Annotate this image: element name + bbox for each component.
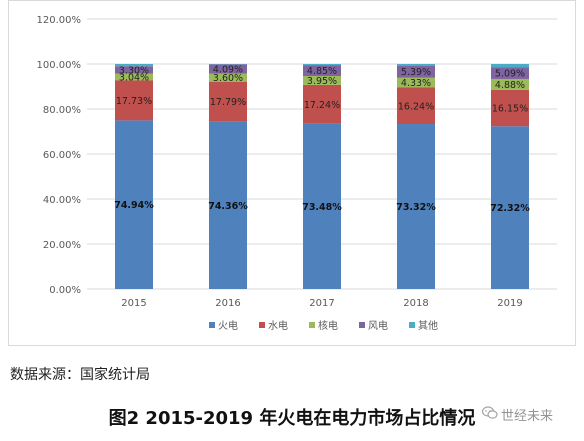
stacked-bar-chart: 0.00% 20.00% 40.00% 60.00% 80.00% 100.00% 120.…: [37, 15, 557, 332]
bar-segment: [303, 65, 341, 76]
data-label: 3.30%: [119, 65, 149, 76]
bar-segment: [397, 65, 435, 78]
wechat-icon: [481, 405, 498, 424]
data-label: 5.09%: [495, 69, 525, 80]
data-label: 17.24%: [304, 100, 340, 111]
watermark: 世经未来: [481, 405, 554, 424]
legend-swatch: [359, 322, 365, 328]
data-label: 5.39%: [401, 67, 431, 78]
data-label: 16.15%: [492, 104, 528, 115]
bar-segment: [209, 64, 247, 74]
x-tick-label: 2017: [309, 298, 334, 309]
bar-segment: [115, 80, 153, 121]
data-label: 73.32%: [396, 202, 436, 213]
data-label: 3.95%: [307, 76, 337, 87]
bar-segment: [115, 120, 153, 289]
bar-segment: [115, 66, 153, 74]
legend-label: 火电: [218, 319, 238, 332]
legend-label: 其他: [418, 319, 438, 332]
data-label: 3.60%: [213, 73, 243, 84]
x-tick-label: 2016: [215, 298, 240, 309]
legend-label: 风电: [368, 319, 388, 332]
data-label: 4.85%: [307, 66, 337, 77]
bar-segment: [303, 64, 341, 66]
watermark-text: 世经未来: [501, 409, 554, 424]
data-label: 74.36%: [208, 201, 248, 212]
bar-segment: [491, 64, 529, 68]
chart-frame: 0.00% 20.00% 40.00% 60.00% 80.00% 100.00% 120.…: [8, 0, 576, 346]
y-tick-label: 120.00%: [37, 15, 82, 26]
bar-segment: [491, 126, 529, 289]
legend-swatch: [409, 322, 415, 328]
bar-segment: [303, 123, 341, 289]
data-label: 17.73%: [116, 96, 152, 107]
data-label: 17.79%: [210, 97, 246, 108]
figure-caption: 图2 2015-2019 年火电在电力市场占比情况: [108, 408, 476, 429]
data-label: 74.94%: [114, 200, 154, 211]
data-label: 4.33%: [401, 78, 431, 89]
data-label: 16.24%: [398, 101, 434, 112]
bar-segment: [209, 81, 247, 122]
legend-swatch: [259, 322, 265, 328]
bar-segment: [303, 75, 341, 85]
data-label: 73.48%: [302, 202, 342, 213]
bar-segment: [397, 87, 435, 125]
legend-label: 水电: [268, 319, 288, 332]
bar-segment: [397, 77, 435, 88]
bar-segment: [303, 84, 341, 124]
x-tick-label: 2019: [497, 298, 522, 309]
bar-segment: [209, 121, 247, 289]
bar-segment: [115, 64, 153, 67]
x-tick-label: 2018: [403, 298, 428, 309]
source-note: 数据来源：国家统计局: [10, 367, 150, 383]
data-label: 4.88%: [495, 80, 525, 91]
legend-swatch: [309, 322, 315, 328]
bar-segment: [491, 78, 529, 90]
bar-segment: [491, 89, 529, 127]
bar-segment: [397, 64, 435, 66]
x-tick-label: 2015: [121, 298, 146, 309]
y-tick-label: 20.00%: [43, 240, 81, 251]
legend-swatch: [209, 322, 215, 328]
y-tick-label: 100.00%: [37, 60, 82, 71]
legend-label: 核电: [318, 319, 338, 332]
data-label: 72.32%: [490, 203, 530, 214]
bar-segment: [209, 73, 247, 82]
bar-segment: [115, 73, 153, 81]
data-label: 4.09%: [213, 64, 243, 75]
y-tick-label: 40.00%: [43, 195, 81, 206]
y-tick-label: 80.00%: [43, 105, 81, 116]
bar-segment: [397, 124, 435, 289]
data-label: 3.04%: [119, 73, 149, 84]
y-tick-label: 0.00%: [49, 285, 81, 296]
y-tick-label: 60.00%: [43, 150, 81, 161]
bar-segment: [491, 67, 529, 79]
